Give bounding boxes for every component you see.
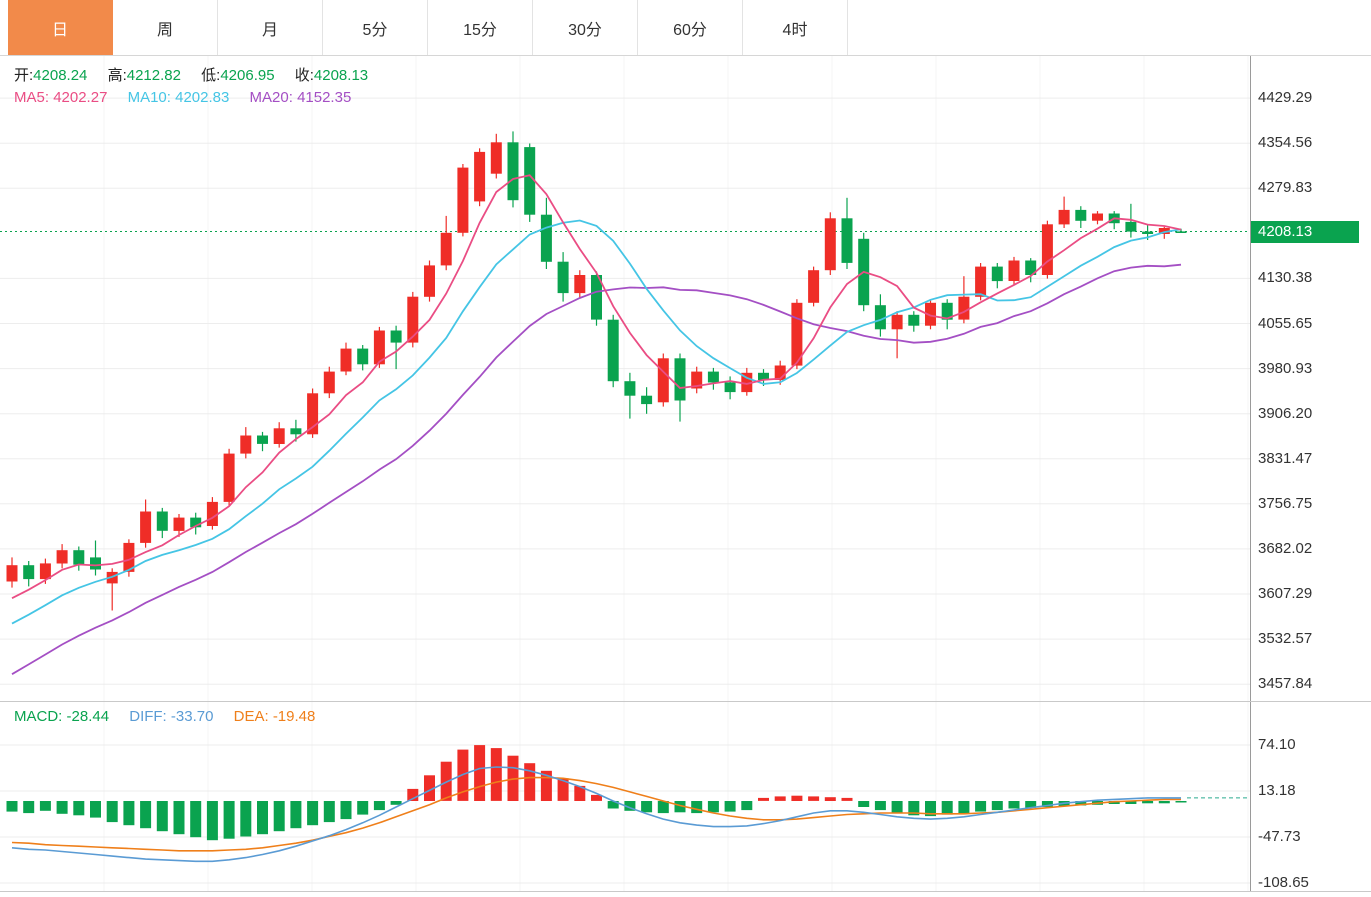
- dea-label: DEA:: [233, 708, 269, 725]
- macd-readout: MACD: -28.44 DIFF: -33.70 DEA: -19.48: [14, 708, 331, 725]
- axis-divider: [1250, 56, 1251, 891]
- dea-readout: DEA: -19.48: [234, 708, 316, 725]
- macd-chart[interactable]: [0, 702, 1250, 891]
- tab-15min[interactable]: 15分: [428, 0, 533, 55]
- diff-label: DIFF:: [129, 708, 167, 725]
- price-axis-label: 3457.84: [1258, 675, 1313, 692]
- macd-axis-label: -108.65: [1258, 874, 1309, 891]
- macd-panel[interactable]: MACD: -28.44 DIFF: -33.70 DEA: -19.48: [0, 702, 1250, 891]
- low-label: 低:: [201, 67, 221, 84]
- high-label: 高:: [107, 67, 127, 84]
- ma5-label: MA5:: [14, 89, 50, 106]
- ohlc-readout: 开:4208.24 高:4212.82 低:4206.95 收:4208.13: [14, 64, 384, 85]
- panel-divider: [0, 701, 1371, 702]
- macd-axis-label: -47.73: [1258, 828, 1301, 845]
- dea-value: -19.48: [272, 708, 316, 725]
- price-axis-label: 4429.29: [1258, 89, 1313, 106]
- main-chart-panel[interactable]: 开:4208.24 高:4212.82 低:4206.95 收:4208.13 …: [0, 56, 1250, 701]
- ma20-readout: MA20: 4152.35: [250, 89, 352, 106]
- price-axis-label: 3682.02: [1258, 540, 1313, 557]
- current-price-badge: 4208.13: [1251, 221, 1359, 243]
- price-axis-label: 3980.93: [1258, 360, 1313, 377]
- price-axis-label: 3532.57: [1258, 630, 1313, 647]
- diff-value: -33.70: [170, 708, 214, 725]
- close-label: 收:: [294, 67, 314, 84]
- ma5-readout: MA5: 4202.27: [14, 89, 107, 106]
- low-value: 4206.95: [220, 67, 275, 84]
- price-axis-label: 4130.38: [1258, 269, 1313, 286]
- ma10-readout: MA10: 4202.83: [128, 89, 230, 106]
- tab-5min[interactable]: 5分: [323, 0, 428, 55]
- high-readout: 高:4212.82: [108, 67, 181, 84]
- price-axis-label: 4279.83: [1258, 179, 1313, 196]
- ma20-value: 4152.35: [297, 89, 352, 106]
- timeframe-tabbar: 日 周 月 5分 15分 30分 60分 4时: [0, 0, 1371, 56]
- right-axis: 4208.13 4429.29 4354.56 4279.83 4130.38 4055…: [1250, 0, 1371, 897]
- price-axis-label: 4354.56: [1258, 134, 1313, 151]
- open-value: 4208.24: [33, 67, 88, 84]
- close-value: 4208.13: [313, 67, 369, 84]
- bottom-border: [0, 891, 1371, 892]
- low-readout: 低:4206.95: [201, 67, 274, 84]
- macd-axis-label: 74.10: [1258, 736, 1296, 753]
- price-axis-label: 3756.75: [1258, 495, 1313, 512]
- ma10-value: 4202.83: [175, 89, 230, 106]
- open-readout: 开:4208.24: [14, 67, 87, 84]
- candlestick-chart[interactable]: [0, 56, 1250, 701]
- diff-readout: DIFF: -33.70: [129, 708, 213, 725]
- tab-day[interactable]: 日: [8, 0, 113, 55]
- price-axis-label: 3607.29: [1258, 585, 1313, 602]
- tab-month[interactable]: 月: [218, 0, 323, 55]
- tab-30min[interactable]: 30分: [533, 0, 638, 55]
- macd-axis-label: 13.18: [1258, 782, 1296, 799]
- close-readout: 收:4208.13: [295, 67, 368, 84]
- tab-week[interactable]: 周: [113, 0, 218, 55]
- price-axis-label: 3906.20: [1258, 405, 1313, 422]
- ma20-label: MA20:: [249, 89, 293, 106]
- macd-value-readout: MACD: -28.44: [14, 708, 109, 725]
- high-value: 4212.82: [126, 67, 181, 84]
- ma-readout: MA5: 4202.27 MA10: 4202.83 MA20: 4152.35: [14, 89, 367, 106]
- tab-60min[interactable]: 60分: [638, 0, 743, 55]
- ma5-value: 4202.27: [53, 89, 108, 106]
- ma10-label: MA10:: [127, 89, 171, 106]
- price-axis-label: 3831.47: [1258, 450, 1313, 467]
- macd-value: -28.44: [66, 708, 110, 725]
- macd-label: MACD:: [14, 708, 63, 725]
- open-label: 开:: [14, 67, 34, 84]
- tab-4hour[interactable]: 4时: [743, 0, 848, 55]
- price-axis-label: 4055.65: [1258, 315, 1313, 332]
